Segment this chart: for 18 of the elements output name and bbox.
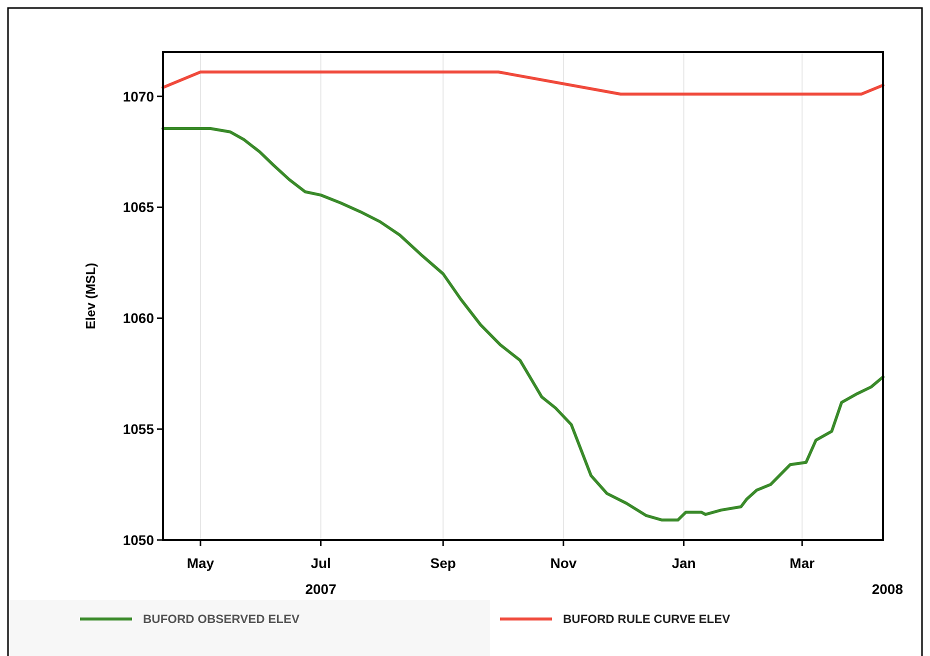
y-tick-label: 1050	[122, 532, 154, 548]
y-tick-label: 1060	[122, 310, 154, 326]
text: 2007	[305, 581, 337, 597]
legend-label: BUFORD RULE CURVE ELEV	[563, 612, 730, 626]
line-series	[162, 127, 884, 522]
text: 2008	[872, 581, 904, 597]
y-tick-label: 1055	[122, 420, 154, 437]
x-tick-label: Mar	[790, 555, 816, 571]
y-axis-title: Elev (MSL)	[83, 262, 98, 330]
y-tick-label: 1070	[122, 88, 154, 104]
y-tick-label: 1065	[122, 199, 154, 216]
x-tick-label: May	[186, 555, 214, 571]
x-tick-label: Jul	[310, 555, 331, 571]
line-series	[162, 70, 884, 96]
x-tick-label: Nov	[550, 555, 577, 571]
x-tick-label: Sep	[430, 555, 456, 571]
legend-label: BUFORD OBSERVED ELEV	[143, 612, 300, 626]
x-tick-label: Jan	[672, 555, 696, 571]
